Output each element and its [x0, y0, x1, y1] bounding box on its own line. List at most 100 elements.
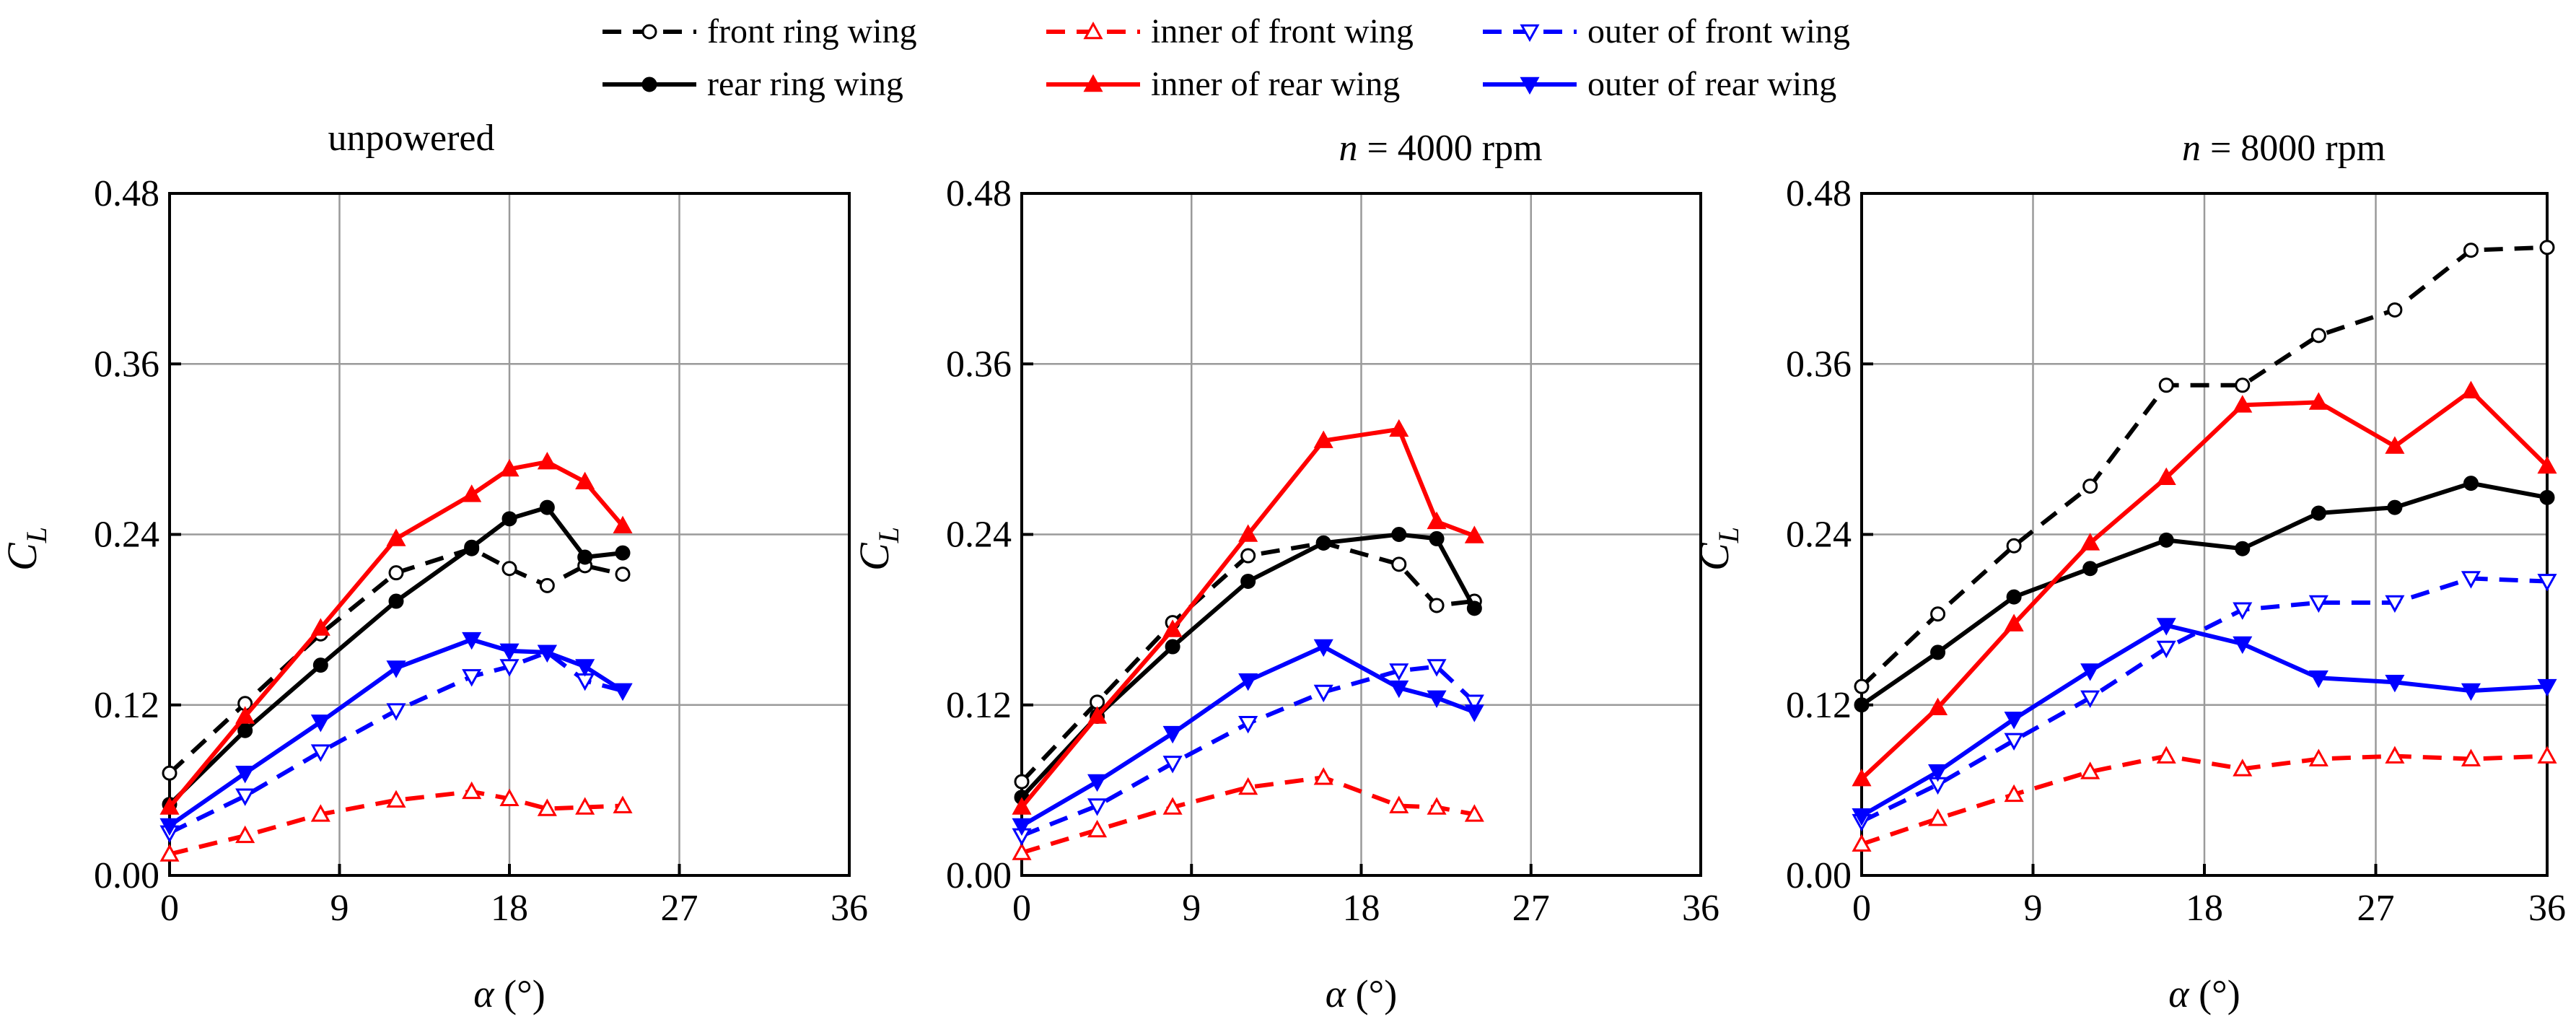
data-point: [1238, 716, 1258, 734]
data-point: [1162, 725, 1183, 744]
data-point: [2158, 532, 2174, 548]
series-outer-of-front-wing: [1012, 659, 1484, 846]
data-point: [2235, 377, 2251, 393]
x-tick-label: 9: [1182, 888, 1201, 929]
data-point: [2308, 670, 2329, 689]
legend-entry-inner-of-rear-wing: inner of rear wing: [1046, 65, 1400, 103]
x-tick-label: 18: [2186, 888, 2223, 929]
data-point: [1313, 430, 1333, 448]
series-line: [1859, 245, 2548, 689]
data-point: [2539, 489, 2555, 505]
data-point: [2387, 302, 2403, 318]
data-point: [1162, 756, 1183, 774]
x-axis-label-symbol: α: [1326, 972, 1347, 1015]
panel-title-var: n: [2182, 128, 2201, 169]
series-rear-ring-wing: [1854, 476, 2555, 713]
x-tick-label: 36: [831, 888, 868, 929]
data-point: [537, 644, 557, 663]
data-point: [388, 565, 404, 581]
panel-title-text: = 8000 rpm: [2201, 128, 2386, 169]
data-point: [2537, 455, 2557, 474]
legend-entry-rear-ring-wing: rear ring wing: [603, 65, 903, 103]
data-point: [310, 618, 330, 636]
data-point: [2463, 476, 2479, 491]
series-inner-of-rear-wing: [159, 452, 633, 815]
x-tick-label: 9: [2024, 888, 2043, 929]
legend-label: outer of front wing: [1587, 12, 1850, 51]
data-point: [1928, 697, 1948, 715]
x-tick-label: 18: [491, 888, 528, 929]
y-tick-label: 0.24: [946, 515, 1012, 556]
panel-title: unpowered: [328, 118, 494, 159]
series-inner-of-front-wing: [1852, 746, 2557, 852]
legend-entry-front-ring-wing: front ring wing: [603, 12, 917, 51]
chart-panel-2: 0 9 18 27 36 0.00 0.12 0.24 0.36 0.48 n = 4000 rpm…: [851, 128, 1719, 1015]
data-point: [1852, 834, 1872, 852]
y-tick-label: 0.36: [1786, 344, 1852, 385]
x-axis-label-symbol: α: [2168, 972, 2190, 1015]
data-point: [1466, 600, 1482, 616]
series-line: [1860, 576, 2548, 823]
data-point: [499, 458, 520, 477]
y-tick-label: 0.24: [94, 515, 159, 556]
data-point: [1930, 606, 1946, 622]
data-point: [2080, 533, 2100, 551]
legend-label: inner of front wing: [1151, 12, 1414, 51]
data-point: [2461, 571, 2481, 589]
data-point: [1313, 639, 1333, 657]
data-point: [1240, 548, 1256, 564]
series-front-ring-wing: [1854, 240, 2555, 694]
data-point: [310, 744, 330, 762]
series-line: [1020, 427, 1476, 809]
data-point: [310, 804, 330, 822]
legend-label: front ring wing: [707, 12, 917, 51]
data-point: [613, 683, 633, 702]
data-point: [1389, 795, 1409, 813]
data-point: [1427, 659, 1447, 677]
data-point: [537, 798, 557, 816]
series-rear-ring-wing: [1014, 527, 1482, 805]
data-point: [235, 788, 255, 806]
data-point: [159, 818, 180, 836]
data-point: [1087, 706, 1108, 724]
data-point: [2387, 499, 2403, 515]
x-tick-label: 27: [1512, 888, 1550, 929]
y-tick-label: 0.00: [946, 855, 1012, 896]
data-point: [1427, 511, 1447, 530]
data-point: [1389, 680, 1409, 699]
data-point: [1162, 797, 1183, 815]
series-line: [1860, 481, 2548, 707]
data-point: [1012, 842, 1032, 860]
y-tick-label: 0.36: [94, 344, 159, 385]
charts: 0 9 18 27 36 0.00 0.12 0.24 0.36 0.48 unpowered α (…: [0, 118, 2566, 1015]
data-point: [2235, 541, 2251, 556]
data-point: [1238, 524, 1258, 542]
data-point: [388, 593, 404, 609]
series-inner-of-rear-wing: [1012, 419, 1484, 815]
data-point: [615, 567, 631, 582]
legend-marker: [641, 77, 657, 92]
data-point: [1464, 525, 1484, 543]
data-point: [1087, 774, 1108, 792]
data-point: [2080, 761, 2100, 779]
data-point: [2004, 784, 2024, 803]
data-point: [1429, 530, 1445, 546]
data-point: [2233, 636, 2253, 655]
data-point: [2310, 328, 2326, 344]
data-point: [1852, 808, 1872, 826]
x-axis-label-unit: (°): [1346, 972, 1397, 1015]
data-point: [2080, 663, 2100, 681]
data-point: [2082, 478, 2098, 494]
data-point: [2310, 505, 2326, 521]
data-point: [1014, 774, 1030, 790]
data-point: [499, 643, 520, 662]
legend-label: inner of rear wing: [1151, 65, 1400, 103]
data-point: [2385, 674, 2405, 693]
legend: front ring wing inner of front wing outer …: [603, 12, 1850, 103]
data-point: [2385, 595, 2405, 613]
data-point: [1165, 639, 1180, 655]
data-point: [2004, 712, 2024, 730]
data-point: [1238, 673, 1258, 691]
data-point: [159, 797, 180, 815]
